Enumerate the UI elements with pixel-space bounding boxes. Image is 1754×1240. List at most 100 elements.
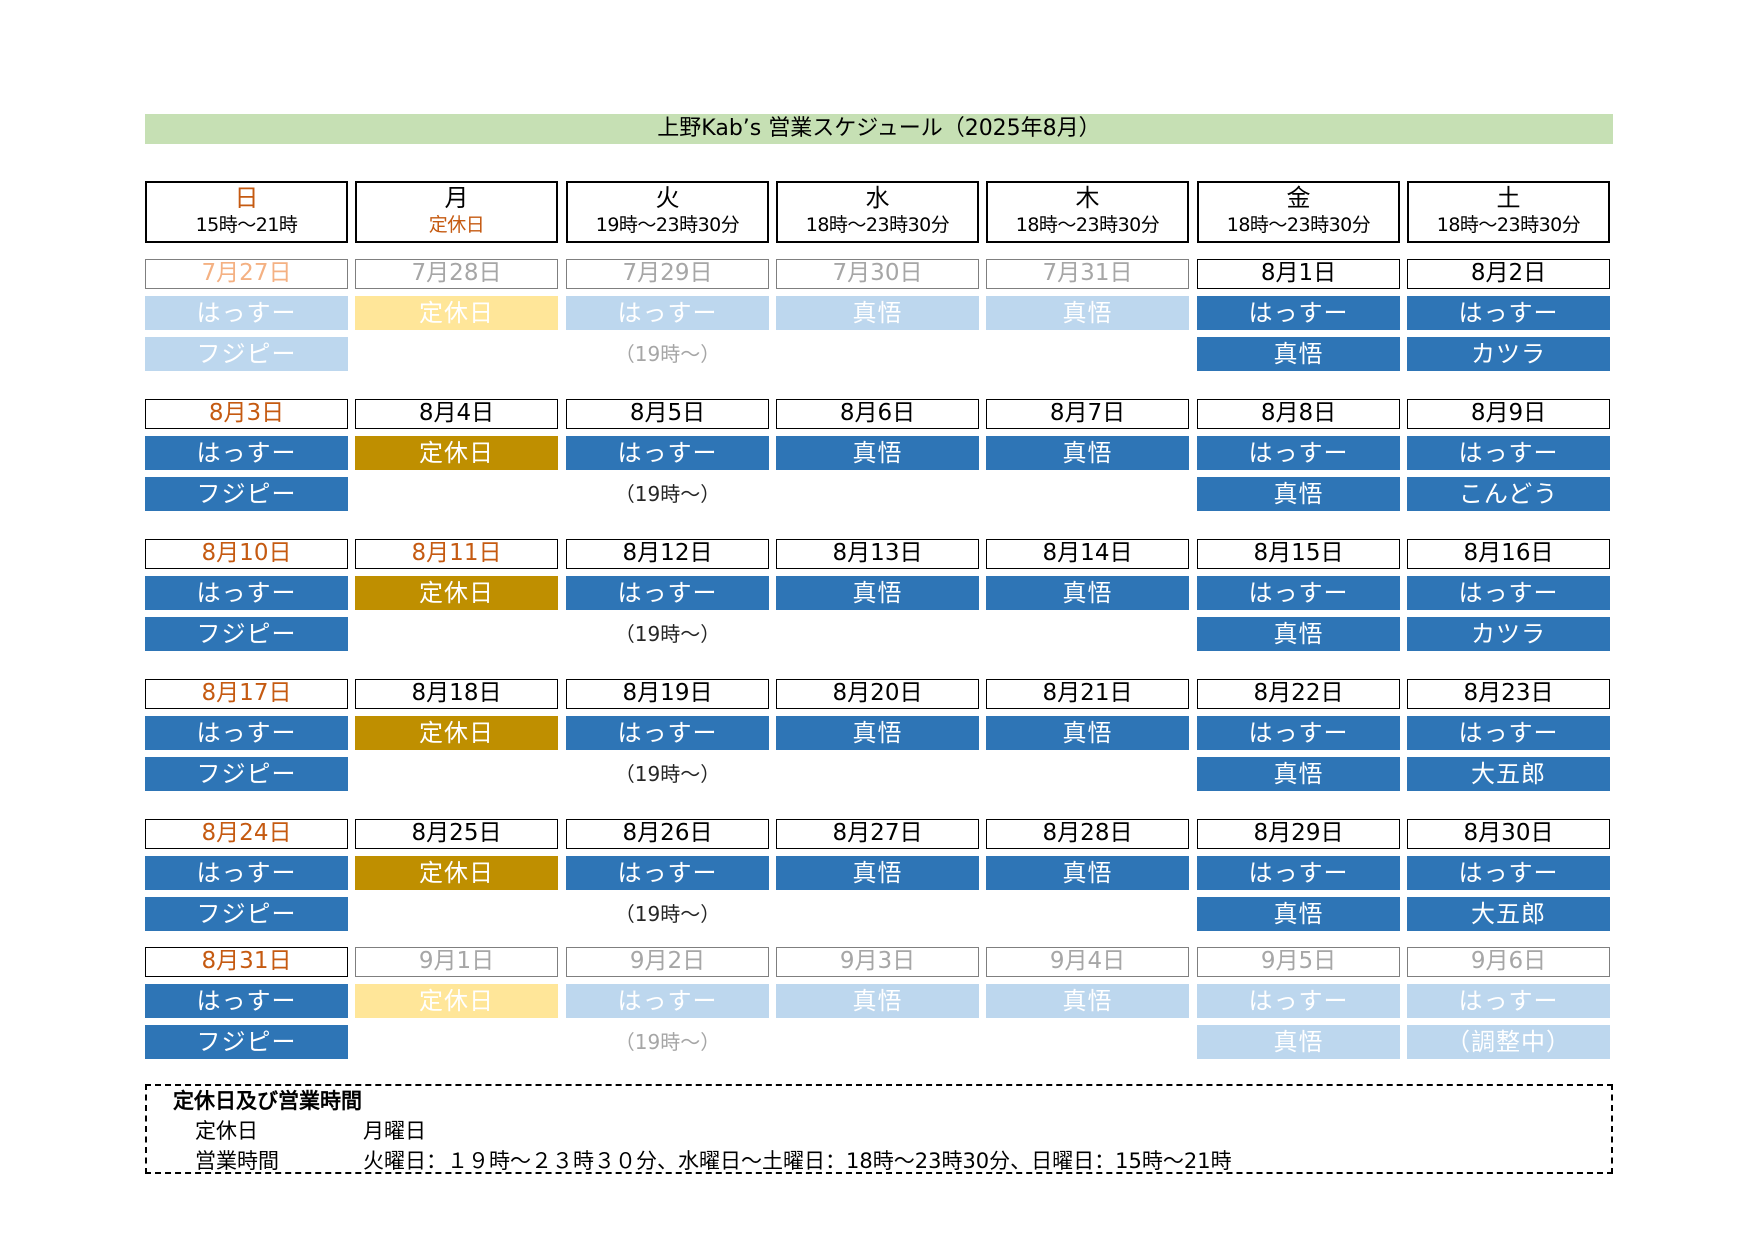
day-hours: 18時〜23時30分 (805, 214, 950, 236)
hours-value: 火曜日：１９時〜２３時３０分、水曜日〜土曜日：18時〜23時30分、日曜日：15… (363, 1149, 1232, 1173)
closed-day-cell: 定休日 (355, 436, 558, 470)
staff-cell: はっすー (1407, 296, 1610, 330)
staff-cell: はっすー (145, 984, 348, 1018)
closed-day-cell: 定休日 (355, 984, 558, 1018)
day-name: 木 (1075, 184, 1100, 212)
page-title: 上野Kab’s 営業スケジュール（2025年8月） (145, 114, 1613, 144)
staff-cell: はっすー (1197, 296, 1400, 330)
day-name: 日 (234, 184, 259, 212)
date-cell: 9月1日 (355, 947, 558, 977)
date-cell: 8月22日 (1197, 679, 1400, 709)
date-cell: 8月29日 (1197, 819, 1400, 849)
staff-cell: はっすー (145, 716, 348, 750)
day-name: 月 (444, 184, 469, 212)
date-cell: 8月1日 (1197, 259, 1400, 289)
date-cell: 8月18日 (355, 679, 558, 709)
date-cell: 8月31日 (145, 947, 348, 977)
date-cell: 8月4日 (355, 399, 558, 429)
date-cell: 7月30日 (776, 259, 979, 289)
closed-day-cell: 定休日 (355, 716, 558, 750)
day-hours: 18時〜23時30分 (1436, 214, 1581, 236)
date-cell: 9月5日 (1197, 947, 1400, 977)
staff-cell: はっすー (1197, 856, 1400, 890)
closed-day-cell: 定休日 (355, 856, 558, 890)
staff-cell: 大五郎 (1407, 757, 1610, 791)
closed-day-cell: 定休日 (355, 576, 558, 610)
date-cell: 8月9日 (1407, 399, 1610, 429)
closed-day-cell: 定休日 (355, 296, 558, 330)
start-time-note: （19時〜） (614, 342, 721, 366)
date-cell: 8月25日 (355, 819, 558, 849)
day-name: 火 (655, 184, 680, 212)
day-hours: 19時〜23時30分 (595, 214, 740, 236)
staff-cell: 真悟 (776, 856, 979, 890)
staff-cell: はっすー (1407, 436, 1610, 470)
date-cell: 8月12日 (566, 539, 769, 569)
date-cell: 8月24日 (145, 819, 348, 849)
staff-cell: フジピー (145, 757, 348, 791)
staff-cell: はっすー (145, 576, 348, 610)
date-cell: 8月20日 (776, 679, 979, 709)
staff-cell: はっすー (145, 296, 348, 330)
day-header-1: 月定休日 (355, 181, 558, 243)
staff-cell: はっすー (1407, 576, 1610, 610)
date-cell: 8月10日 (145, 539, 348, 569)
staff-cell: フジピー (145, 617, 348, 651)
date-cell: 8月16日 (1407, 539, 1610, 569)
date-cell: 8月21日 (986, 679, 1189, 709)
date-cell: 8月5日 (566, 399, 769, 429)
staff-cell: はっすー (566, 984, 769, 1018)
date-cell: 9月4日 (986, 947, 1189, 977)
staff-cell: 真悟 (1197, 757, 1400, 791)
staff-cell: はっすー (566, 856, 769, 890)
staff-cell: 真悟 (986, 576, 1189, 610)
staff-cell: 真悟 (776, 436, 979, 470)
staff-cell: はっすー (145, 436, 348, 470)
date-cell: 8月15日 (1197, 539, 1400, 569)
staff-cell: はっすー (566, 296, 769, 330)
date-cell: 7月31日 (986, 259, 1189, 289)
staff-cell: 真悟 (776, 576, 979, 610)
staff-cell: 真悟 (986, 716, 1189, 750)
staff-cell: フジピー (145, 1025, 348, 1059)
date-cell: 8月3日 (145, 399, 348, 429)
staff-cell: はっすー (1197, 716, 1400, 750)
staff-cell: 真悟 (1197, 477, 1400, 511)
date-cell: 8月11日 (355, 539, 558, 569)
staff-cell: 真悟 (1197, 337, 1400, 371)
date-cell: 7月29日 (566, 259, 769, 289)
date-cell: 7月28日 (355, 259, 558, 289)
staff-cell: はっすー (1407, 716, 1610, 750)
closed-value: 月曜日 (363, 1119, 426, 1143)
staff-cell: 真悟 (986, 856, 1189, 890)
staff-cell: はっすー (1197, 576, 1400, 610)
date-cell: 8月23日 (1407, 679, 1610, 709)
staff-cell: 真悟 (986, 296, 1189, 330)
day-header-2: 火 19時〜23時30分 (566, 181, 769, 243)
date-cell: 8月6日 (776, 399, 979, 429)
staff-cell: はっすー (145, 856, 348, 890)
start-time-note: （19時〜） (614, 622, 721, 646)
day-name: 金 (1286, 184, 1311, 212)
staff-cell: 真悟 (1197, 897, 1400, 931)
staff-cell: フジピー (145, 337, 348, 371)
date-cell: 9月2日 (566, 947, 769, 977)
day-header-6: 土 18時〜23時30分 (1407, 181, 1610, 243)
day-header-3: 水 18時〜23時30分 (776, 181, 979, 243)
day-hours: 定休日 (428, 214, 485, 236)
date-cell: 8月30日 (1407, 819, 1610, 849)
hours-label: 営業時間 (195, 1149, 279, 1173)
staff-cell: フジピー (145, 897, 348, 931)
day-hours: 18時〜23時30分 (1015, 214, 1160, 236)
staff-cell: カツラ (1407, 617, 1610, 651)
info-title: 定休日及び営業時間 (173, 1089, 362, 1113)
staff-cell: こんどう (1407, 477, 1610, 511)
date-cell: 8月13日 (776, 539, 979, 569)
staff-cell: フジピー (145, 477, 348, 511)
staff-cell: （調整中） (1407, 1025, 1610, 1059)
date-cell: 7月27日 (145, 259, 348, 289)
date-cell: 8月19日 (566, 679, 769, 709)
day-header-0: 日 15時〜21時 (145, 181, 348, 243)
date-cell: 8月17日 (145, 679, 348, 709)
day-name: 水 (865, 184, 890, 212)
